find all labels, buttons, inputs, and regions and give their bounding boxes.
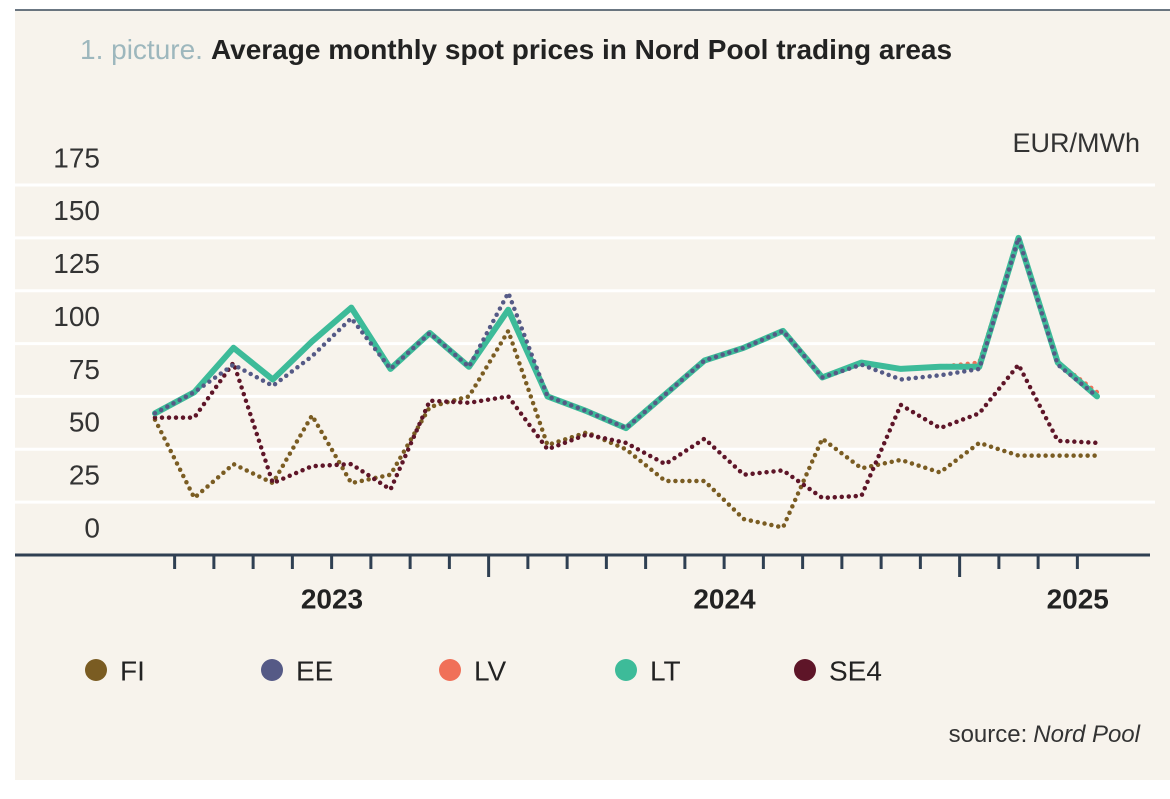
unit-label: EUR/MWh	[1013, 128, 1141, 158]
x-tick-label: 2025	[1047, 583, 1109, 614]
legend-marker	[85, 659, 107, 681]
y-tick-label: 25	[69, 460, 100, 491]
legend-marker	[615, 659, 637, 681]
legend-marker	[261, 659, 283, 681]
title-prefix: 1. picture.	[80, 34, 203, 65]
series-line	[152, 234, 1100, 432]
y-tick-label: 175	[53, 142, 100, 173]
y-tick-label: 150	[53, 195, 100, 226]
x-tick-label: 2024	[693, 583, 756, 614]
y-tick-label: 125	[53, 248, 100, 279]
x-tick-label: 2023	[301, 583, 363, 614]
series-line	[152, 328, 1100, 530]
chart-title: 1. picture. Average monthly spot prices i…	[80, 34, 952, 65]
source-name: Nord Pool	[1033, 721, 1140, 748]
legend-marker	[439, 659, 461, 681]
legend-marker	[794, 659, 816, 681]
legend-label: LT	[650, 655, 681, 686]
y-tick-label: 0	[84, 512, 100, 543]
y-tick-label: 75	[69, 354, 100, 385]
legend-label: EE	[296, 655, 333, 686]
legend-label: LV	[474, 655, 506, 686]
legend-label: FI	[120, 655, 145, 686]
y-tick-label: 50	[69, 407, 100, 438]
title-text: Average monthly spot prices in Nord Pool…	[211, 34, 952, 65]
source-label: source:	[949, 721, 1028, 748]
source-note: source: Nord Pool	[949, 721, 1141, 748]
series-line	[152, 360, 1100, 501]
y-tick-label: 100	[53, 301, 100, 332]
legend-label: SE4	[829, 655, 882, 686]
